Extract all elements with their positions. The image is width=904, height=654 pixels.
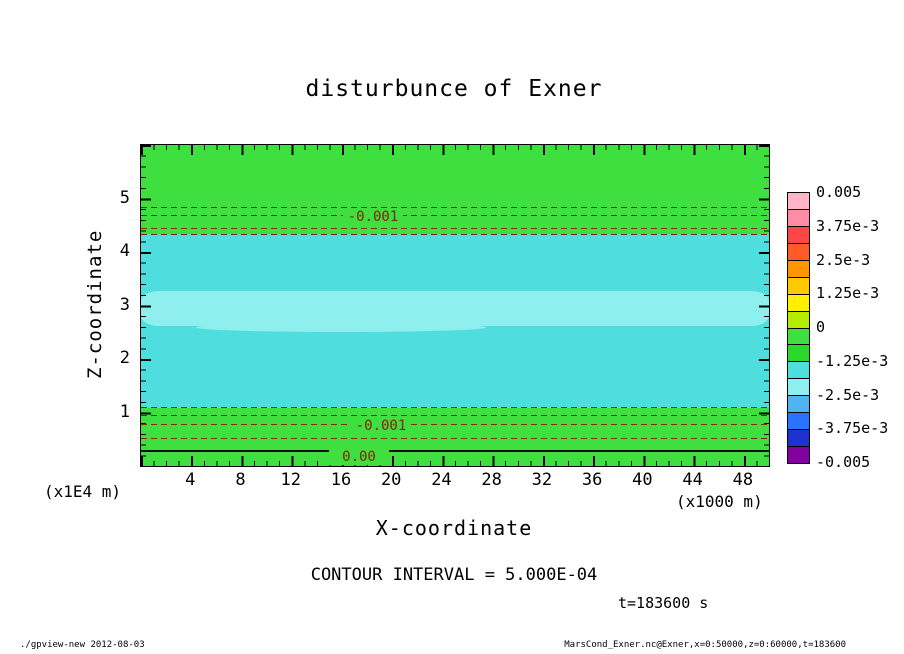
x-tick-label: 28 <box>481 470 502 490</box>
x-minor-ticks-bottom <box>141 461 769 466</box>
plot-area: -0.001 -0.001 0.00 <box>140 144 770 467</box>
colorbar-segment <box>788 379 809 397</box>
colorbar-tick-label: 1.25e-3 <box>816 284 880 303</box>
x-tick-label: 16 <box>330 470 352 490</box>
z-axis-label: Z-coordinate <box>84 229 106 380</box>
contour-line-dashed <box>141 228 769 229</box>
x-minor-ticks-top <box>141 145 769 150</box>
colorbar-segment <box>788 345 809 363</box>
colorbar <box>787 192 810 464</box>
contour-interval-text: CONTOUR INTERVAL = 5.000E-04 <box>310 565 598 585</box>
z-tick-label: 1 <box>119 401 130 422</box>
contour-line-dashed <box>141 415 769 416</box>
x-tick-labels: 4 8 12 16 20 24 28 32 36 40 44 48 <box>140 470 768 490</box>
x-major-ticks-top <box>141 145 769 155</box>
contour-line-dashed <box>141 207 769 208</box>
colorbar-segment <box>788 311 809 329</box>
x-major-ticks-bottom <box>141 456 769 466</box>
colorbar-segment <box>788 328 809 346</box>
z-tick-label: 3 <box>119 294 130 315</box>
x-tick-label: 20 <box>380 470 402 490</box>
z-axis-unit: (x1E4 m) <box>44 482 122 501</box>
z-tick-label: 5 <box>119 187 130 208</box>
contour-line-dashed-labeled <box>141 215 769 216</box>
x-tick-label: 48 <box>732 470 754 490</box>
z-tick-labels: 5 4 3 2 1 <box>100 144 130 465</box>
colorbar-tick-label: -3.75e-3 <box>816 419 889 438</box>
contour-line-dashed <box>141 407 769 408</box>
anomaly-core-band <box>141 291 769 326</box>
zero-contour-line <box>141 450 769 452</box>
colorbar-segment <box>788 243 809 261</box>
colorbar-segment <box>788 413 809 431</box>
contour-label-upper: -0.001 <box>343 209 403 225</box>
colorbar-tick-label: -1.25e-3 <box>816 351 889 370</box>
colorbar-tick-label: -0.005 <box>816 453 871 471</box>
contour-line-dashed-labeled <box>141 424 769 425</box>
contour-line-dashed <box>141 438 769 439</box>
colorbar-segment <box>788 226 809 244</box>
x-tick-label: 44 <box>682 470 703 490</box>
colorbar-segment <box>788 209 809 227</box>
x-axis-unit: (x1000 m) <box>676 492 763 511</box>
colorbar-segment <box>788 362 809 380</box>
x-tick-label: 12 <box>280 470 301 490</box>
colorbar-segment <box>788 430 809 448</box>
anomaly-streak <box>196 323 486 332</box>
x-tick-label: 8 <box>235 470 246 490</box>
colorbar-tick-label: 3.75e-3 <box>816 216 880 235</box>
colorbar-tick-label: 2.5e-3 <box>816 250 871 269</box>
colorbar-tick-label: 0.005 <box>816 183 862 201</box>
colorbar-segment <box>788 396 809 414</box>
x-tick-label: 36 <box>581 470 603 490</box>
colorbar-segment <box>788 193 809 210</box>
colorbar-tick-label: -2.5e-3 <box>816 385 880 404</box>
contour-line-dashed <box>141 234 769 235</box>
plot-title: disturbunce of Exner <box>305 76 603 102</box>
footer-command: ./gpview-new 2012-08-03 <box>20 640 145 650</box>
contour-label-zero: 0.00 <box>329 449 389 465</box>
colorbar-segment <box>788 277 809 295</box>
colorbar-tick-label: 0 <box>816 318 826 336</box>
colorbar-segment <box>788 260 809 278</box>
time-annotation: t=183600 s <box>618 594 709 612</box>
z-tick-label: 2 <box>119 348 130 368</box>
x-tick-label: 40 <box>632 470 653 490</box>
x-axis-label: X-coordinate <box>375 516 533 540</box>
colorbar-labels: 0.005 3.75e-3 2.5e-3 1.25e-3 0 -1.25e-3 -2.5e-… <box>816 183 896 471</box>
colorbar-segment <box>788 294 809 312</box>
x-tick-label: 32 <box>531 470 553 490</box>
x-tick-label: 4 <box>185 470 196 490</box>
contour-label-lower: -0.001 <box>351 418 411 434</box>
colorbar-segment <box>788 447 809 463</box>
x-tick-label: 24 <box>431 470 452 490</box>
z-tick-label: 4 <box>119 241 130 261</box>
footer-source: MarsCond_Exner.nc@Exner,x=0:50000,z=0:60… <box>564 640 846 650</box>
